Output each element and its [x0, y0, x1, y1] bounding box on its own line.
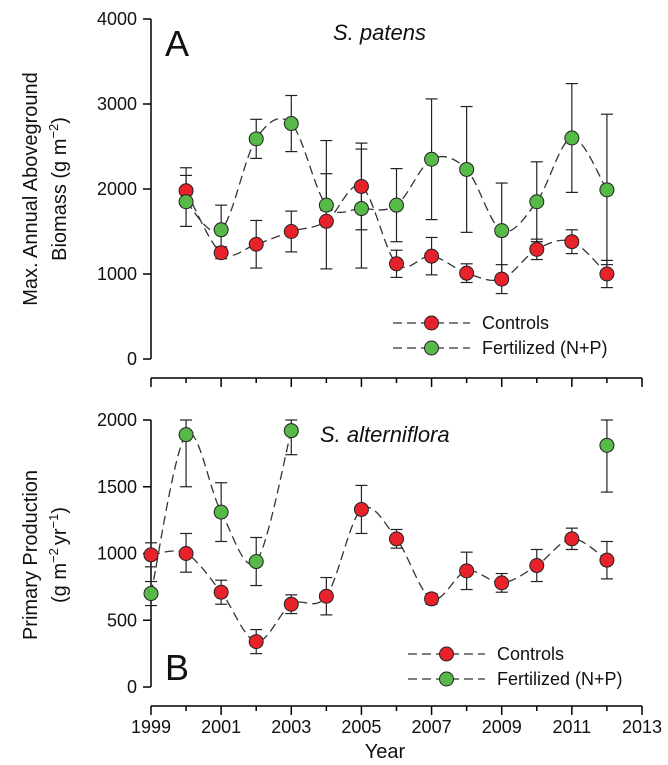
legend-controls-label: Controls — [497, 644, 564, 664]
panel-b-ylabel-line2: (g m−2yr−1) — [46, 507, 71, 603]
panel-a-controls-point — [318, 213, 334, 229]
panel-b-letter: B — [165, 647, 189, 688]
panel-a-fertilized-n-p-point — [318, 197, 334, 213]
panel-a-controls-point — [353, 178, 369, 194]
panel-b-controls-point — [143, 547, 159, 563]
panel-a-fertilized-n-p-point — [424, 151, 440, 167]
panel-a-ylabel-line1: Max. Annual Aboveground — [20, 72, 42, 306]
panel-b-controls-point — [178, 546, 194, 561]
panel-b-controls-point — [248, 634, 264, 650]
panel-b-xtick-label: 2009 — [482, 717, 522, 737]
panel-a-controls-point — [529, 241, 545, 257]
panel-a-fertilized-n-p-point — [389, 197, 404, 213]
panel-a-species-title: S. patens — [333, 20, 426, 45]
panel-a-legend: Controls Fertilized (N+P) — [393, 313, 608, 358]
panel-a-ylabel-line2: Biomass (g m−2) — [46, 117, 71, 261]
panel-a-controls-point — [599, 266, 615, 282]
panel-b-fertilized-n-p-point — [143, 586, 159, 602]
panel-b-fertilized-n-p-point — [178, 427, 194, 443]
panel-a-controls-point — [424, 248, 440, 264]
panel-b-xtick-label: 2003 — [271, 717, 311, 737]
panel-a-fertilized-n-p-point — [213, 222, 229, 238]
panel-b-controls-point — [283, 596, 299, 612]
panel-b-controls-point — [213, 584, 229, 600]
panel-b-ylabel-line1: Primary Production — [20, 470, 42, 640]
panel-b-controls-point — [424, 591, 440, 607]
panel-b-controls-point — [494, 575, 510, 591]
panel-a-ytick-label: 4000 — [97, 9, 137, 29]
panel-a-ytick-label: 3000 — [97, 94, 137, 114]
panel-b-fertilized-n-p-point — [248, 554, 264, 570]
legend-controls-label: Controls — [482, 313, 549, 333]
legend-controls-marker — [439, 646, 454, 662]
panel-a-controls-point — [213, 245, 229, 261]
panel-b-legend: Controls Fertilized (N+P) — [408, 644, 623, 689]
panel-a-fertilized-n-p-point — [178, 194, 194, 210]
panel-a-fertilized-n-p-point — [494, 223, 510, 239]
panel-b-ytick-label: 2000 — [97, 410, 137, 430]
panel-a-fertilized-n-p-point — [353, 201, 369, 217]
legend-fertilized-n-p-label: Fertilized (N+P) — [497, 669, 623, 689]
panel-b-controls-point — [529, 558, 545, 574]
panel-b-xtick-label: 1999 — [131, 717, 171, 737]
panel-a-controls-point — [248, 236, 264, 252]
legend-fertilized-n-p-label: Fertilized (N+P) — [482, 338, 608, 358]
panel-a-ytick-label: 2000 — [97, 179, 137, 199]
legend-fertilized-n-p-marker — [439, 671, 454, 687]
panel-a-controls-point — [564, 234, 580, 250]
panel-b-ytick-label: 500 — [107, 610, 137, 630]
panel-a-ytick-label: 0 — [127, 349, 137, 369]
panel-b-controls-point — [564, 531, 580, 547]
panel-a-fertilized-n-p-point — [248, 131, 264, 147]
panel-b-controls-point — [389, 531, 404, 547]
panel-b-ytick-label: 1500 — [97, 477, 137, 497]
panel-b-fertilized-n-p-point — [213, 504, 229, 520]
panel-a-letter: A — [165, 23, 189, 64]
legend-controls-marker — [424, 315, 439, 331]
panel-b-xlabel: Year — [365, 741, 406, 763]
panel-b-controls-point — [353, 501, 369, 517]
panel-b-species-title: S. alterniflora — [320, 422, 450, 447]
panel-a-controls-point — [459, 265, 475, 281]
panel-b: 0 500 1000 1500 2000 1999 2001 2003 2005 2007 200… — [20, 410, 662, 763]
legend-fertilized-n-p-marker — [424, 340, 439, 356]
panel-a: 0 1000 2000 3000 4000 A S. patens Max. Annua… — [20, 9, 643, 387]
panel-b-fertilized-n-p-point — [283, 423, 299, 439]
panel-b-controls-line — [150, 506, 608, 643]
panel-b-ytick-label: 1000 — [97, 544, 137, 564]
panel-b-fertilized-n-p-point — [599, 437, 615, 453]
panel-b-fertilized-n-p-errorbar — [600, 419, 613, 493]
panel-b-xtick-label: 2005 — [341, 717, 381, 737]
panel-b-xtick-label: 2011 — [552, 717, 591, 737]
panel-a-controls-point — [389, 256, 404, 272]
panel-a-ytick-label: 1000 — [97, 264, 137, 284]
panel-a-fertilized-n-p-point — [529, 194, 545, 210]
panel-a-fertilized-n-p-point — [599, 182, 615, 198]
panel-b-controls-point — [318, 588, 334, 604]
panel-b-xtick-label: 2013 — [622, 717, 662, 737]
panel-a-controls-point — [283, 224, 299, 239]
panel-b-xtick-label: 2007 — [412, 717, 452, 737]
panel-b-controls-point — [599, 552, 615, 568]
panel-b-controls-point — [459, 563, 475, 579]
panel-b-xtick-label: 2001 — [201, 717, 241, 737]
panel-b-ytick-label: 0 — [127, 677, 137, 697]
panel-a-fertilized-n-p-point — [564, 130, 580, 146]
panel-a-fertilized-n-p-point — [459, 161, 475, 177]
panel-a-fertilized-n-p-point — [283, 116, 299, 132]
panel-a-controls-point — [494, 271, 510, 287]
